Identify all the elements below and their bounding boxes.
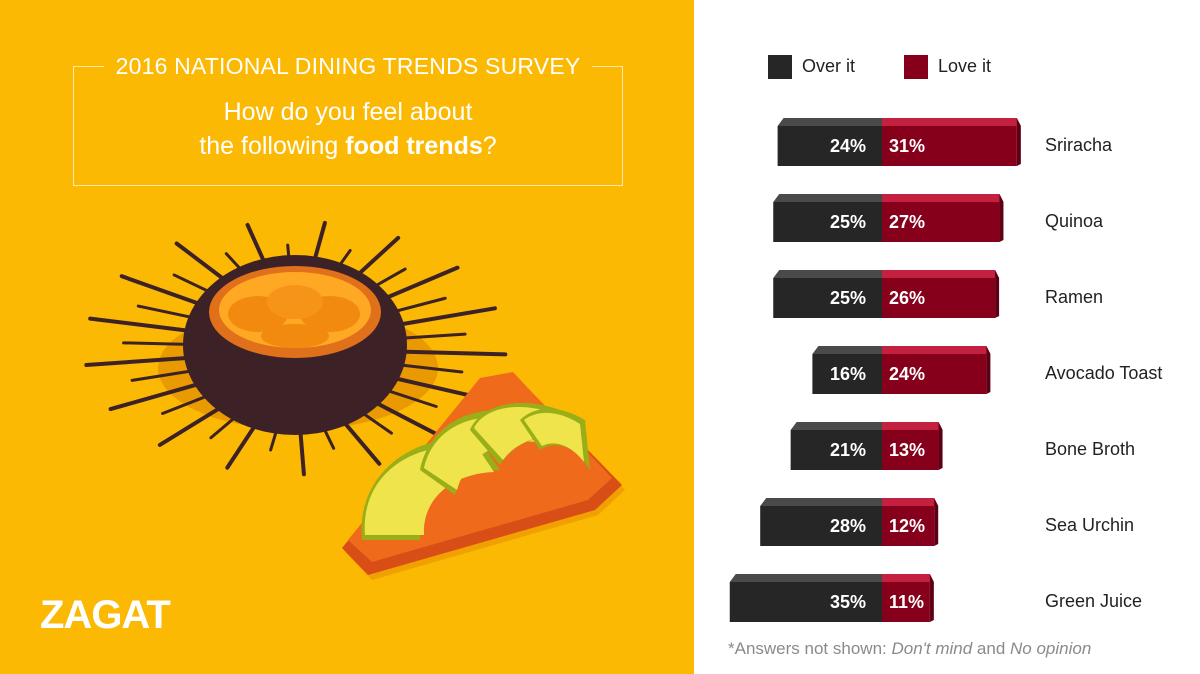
- bar-love-it-top: [882, 422, 943, 430]
- bar-over-it-top: [790, 422, 882, 430]
- survey-question: How do you feel about the following food…: [74, 95, 622, 163]
- value-label-love-it: 26%: [889, 288, 925, 308]
- bar-love-it-top: [882, 574, 934, 582]
- legend-label-over-it: Over it: [802, 56, 856, 76]
- legend-label-love-it: Love it: [938, 56, 992, 76]
- bar-over-it: [773, 202, 882, 242]
- bar-over-it: [729, 582, 882, 622]
- category-label: Quinoa: [1045, 211, 1104, 231]
- question-bold: food trends: [345, 132, 483, 160]
- bar-love-it-side: [934, 498, 939, 546]
- footnote: *Answers not shown: Don't mind and No op…: [728, 639, 1091, 659]
- bar-over-it: [773, 278, 882, 318]
- footnote-item-2: No opinion: [1010, 639, 1092, 658]
- bar-love-it-top: [882, 346, 991, 354]
- value-label-love-it: 12%: [889, 516, 925, 536]
- value-label-love-it: 24%: [889, 364, 925, 384]
- bar-over-it: [777, 126, 882, 166]
- bar-chart: 24% 31% Sriracha 25% 27% Quinoa 25% 26% Ramen 16%…: [729, 118, 1162, 622]
- value-label-over-it: 24%: [830, 136, 866, 156]
- footnote-prefix: *Answers not shown:: [728, 639, 892, 658]
- value-label-love-it: 11%: [889, 592, 924, 612]
- bar-over-it-top: [812, 346, 882, 354]
- bar-love-it-side: [938, 422, 943, 470]
- bar-group-bone-broth: 21% 13% Bone Broth: [790, 422, 1135, 470]
- bar-love-it-top: [882, 498, 939, 506]
- bar-over-it-top: [760, 498, 882, 506]
- avocado-toast-icon: [342, 372, 625, 580]
- bar-love-it-side: [999, 194, 1004, 242]
- bar-group-green-juice: 35% 11% Green Juice: [729, 574, 1142, 622]
- bar-over-it-top: [729, 574, 882, 582]
- bar-love-it: [882, 354, 987, 394]
- question-line-1: How do you feel about: [223, 98, 473, 126]
- bar-love-it-top: [882, 270, 1000, 278]
- value-label-over-it: 35%: [830, 592, 866, 612]
- bar-group-avocado-toast: 16% 24% Avocado Toast: [812, 346, 1162, 394]
- category-label: Ramen: [1045, 287, 1103, 307]
- value-label-over-it: 16%: [830, 364, 866, 384]
- bar-group-sea-urchin: 28% 12% Sea Urchin: [760, 498, 1134, 546]
- value-label-love-it: 27%: [889, 212, 925, 232]
- zagat-logo: ZAGAT: [40, 593, 171, 637]
- left-panel: 2016 NATIONAL DINING TRENDS SURVEY How d…: [0, 0, 694, 674]
- value-label-love-it: 31%: [889, 136, 925, 156]
- legend-swatch-love-it: [904, 55, 928, 79]
- survey-title-box: 2016 NATIONAL DINING TRENDS SURVEY How d…: [73, 53, 623, 186]
- category-label: Sea Urchin: [1045, 515, 1134, 535]
- bar-over-it-top: [773, 270, 882, 278]
- bar-love-it-side: [929, 574, 934, 622]
- bar-love-it-top: [882, 194, 1004, 202]
- bar-over-it-top: [777, 118, 882, 126]
- footnote-item-1: Don't mind: [891, 639, 973, 658]
- bar-love-it: [882, 278, 996, 318]
- bar-over-it: [812, 354, 882, 394]
- bar-love-it-side: [986, 346, 991, 394]
- category-label: Green Juice: [1045, 591, 1142, 611]
- bar-love-it-side: [1016, 118, 1021, 166]
- value-label-over-it: 28%: [830, 516, 866, 536]
- bar-love-it: [882, 126, 1017, 166]
- question-end: ?: [482, 132, 497, 160]
- bar-love-it-side: [995, 270, 1000, 318]
- bar-love-it: [882, 582, 930, 622]
- survey-title: 2016 NATIONAL DINING TRENDS SURVEY: [103, 53, 593, 79]
- legend-swatch-over-it: [768, 55, 792, 79]
- bar-love-it: [882, 202, 1000, 242]
- category-label: Avocado Toast: [1045, 363, 1162, 383]
- bar-group-sriracha: 24% 31% Sriracha: [777, 118, 1113, 166]
- value-label-over-it: 21%: [830, 440, 866, 460]
- bar-love-it: [882, 430, 939, 470]
- bar-group-ramen: 25% 26% Ramen: [773, 270, 1103, 318]
- bar-over-it: [760, 506, 882, 546]
- value-label-love-it: 13%: [889, 440, 925, 460]
- category-label: Bone Broth: [1045, 439, 1135, 459]
- category-label: Sriracha: [1045, 135, 1113, 155]
- bar-group-quinoa: 25% 27% Quinoa: [773, 194, 1104, 242]
- bar-over-it: [790, 430, 882, 470]
- sea-urchin-icon: [84, 220, 508, 477]
- footnote-joiner: and: [972, 639, 1011, 658]
- bar-love-it-top: [882, 118, 1021, 126]
- food-illustration: [84, 220, 625, 580]
- bar-over-it-top: [773, 194, 882, 202]
- question-line-2: the following: [199, 132, 346, 160]
- value-label-over-it: 25%: [830, 212, 866, 232]
- bar-love-it: [882, 506, 935, 546]
- value-label-over-it: 25%: [830, 288, 866, 308]
